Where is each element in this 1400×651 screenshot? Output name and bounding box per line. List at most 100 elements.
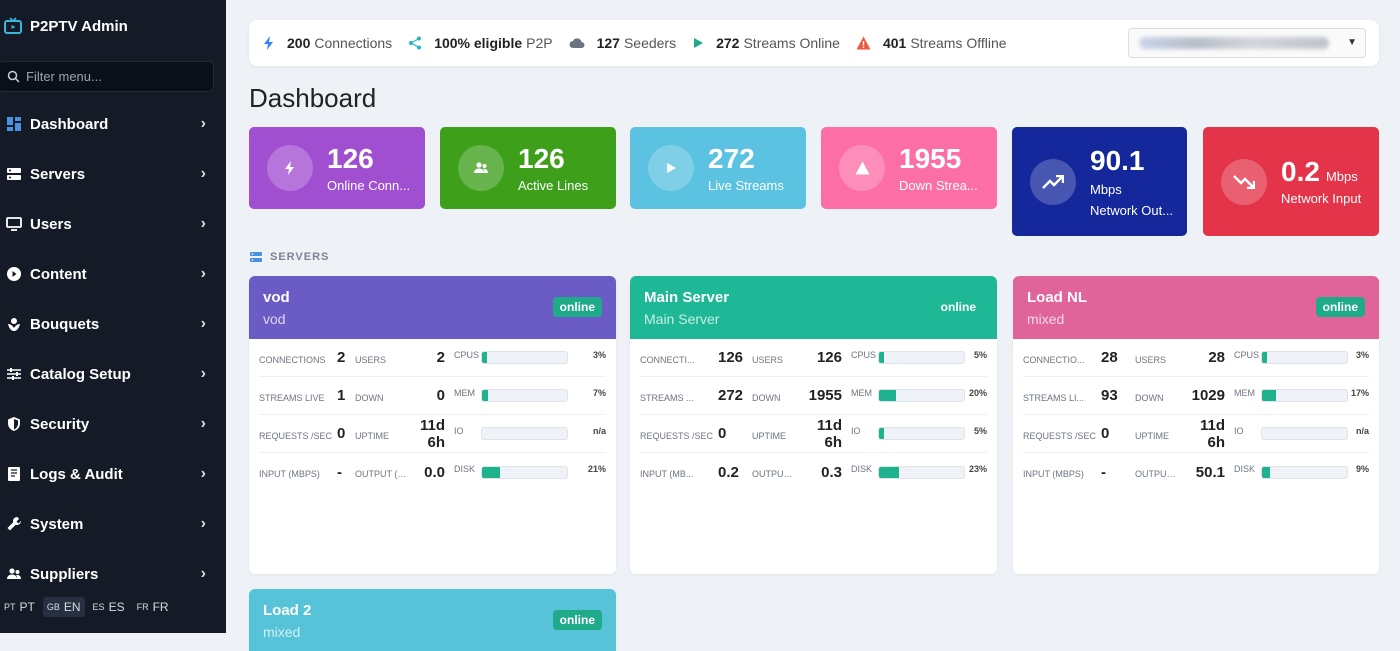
users-icon bbox=[4, 564, 24, 584]
sidebar-item-suppliers[interactable]: Suppliers › bbox=[0, 549, 226, 599]
servers-section-header: SERVERS bbox=[250, 251, 329, 263]
usage-percent: 5% bbox=[973, 425, 987, 436]
sidebar-item-system[interactable]: System › bbox=[0, 499, 226, 549]
server-card-header: Main Server Main Server online bbox=[630, 276, 997, 339]
topstat-value: 200 bbox=[287, 35, 311, 51]
usage-bar bbox=[1261, 427, 1348, 440]
metric-value: 11d 6h bbox=[419, 416, 445, 451]
top-stats-bar: 200 Connections 100% eligible P2P 127 Seeders… bbox=[249, 20, 1379, 66]
lang-en[interactable]: GB EN bbox=[42, 597, 85, 617]
metric-value: 1955 bbox=[808, 387, 842, 404]
metric-label: INPUT (MBPS) bbox=[259, 469, 320, 479]
sidebar-item-label: Content bbox=[30, 265, 87, 283]
metric-label: OUTPUT (M... bbox=[752, 469, 797, 479]
sidebar-item-security[interactable]: Security › bbox=[0, 399, 226, 449]
metric-value: 2 bbox=[436, 349, 445, 366]
server-card-main-server[interactable]: Main Server Main Server online CONNECTI... 1… bbox=[630, 276, 997, 574]
metric-label: STREAMS LI... bbox=[1023, 392, 1085, 403]
server-card-load-nl[interactable]: Load NL mixed online CONNECTIO... 28 USERS 28 C… bbox=[1013, 276, 1379, 574]
metric-label: DOWN bbox=[355, 392, 384, 403]
metric-row: INPUT (MB... 0.2 OUTPUT (M... 0.3 DISK 23% bbox=[640, 453, 987, 491]
stat-card-text: 1955 Down Strea... bbox=[899, 144, 978, 193]
metric-value: 0.3 bbox=[821, 463, 842, 481]
usage-percent: 3% bbox=[592, 349, 606, 360]
chevron-right-icon: › bbox=[200, 215, 206, 232]
resource-label: DISK bbox=[454, 464, 476, 474]
metric-label: REQUESTS /SEC bbox=[640, 430, 714, 441]
chevron-right-icon: › bbox=[200, 465, 206, 482]
metric-value: 126 bbox=[816, 349, 842, 366]
book-icon bbox=[4, 464, 24, 484]
server-card-header: Load NL mixed online bbox=[1013, 276, 1379, 339]
metric-row: INPUT (MBPS) - OUTPUT (M... 0.0 DISK 21% bbox=[259, 453, 606, 491]
stat-card-label: Network Input bbox=[1281, 191, 1362, 206]
stat-card-5[interactable]: 0.2 Mbps Network Input bbox=[1203, 127, 1379, 236]
topstat-label: P2P bbox=[526, 35, 553, 51]
usage-bar bbox=[878, 427, 965, 440]
usage-percent: 3% bbox=[1355, 349, 1369, 360]
flag-code: FR bbox=[136, 602, 149, 612]
sidebar-item-servers[interactable]: Servers › bbox=[0, 149, 226, 199]
metric-value: 126 bbox=[718, 349, 744, 366]
sidebar-item-catalog-setup[interactable]: Catalog Setup › bbox=[0, 349, 226, 399]
brand[interactable]: P2PTV Admin bbox=[4, 17, 128, 35]
server-name: vod bbox=[263, 289, 290, 306]
metric-label: UPTIME bbox=[355, 430, 390, 441]
status-badge: online bbox=[552, 610, 602, 630]
topstat-label: Streams Online bbox=[743, 35, 840, 51]
dashboard-icon bbox=[4, 114, 24, 134]
metric-label: STREAMS ... bbox=[640, 392, 694, 403]
stat-card-unit: Mbps bbox=[1325, 169, 1358, 184]
stat-card-3[interactable]: 1955 Down Strea... bbox=[821, 127, 997, 209]
topstat-streams-online: 272 Streams Online bbox=[692, 35, 840, 51]
stat-card-0[interactable]: 126 Online Conn... bbox=[249, 127, 425, 209]
metric-value: 0 bbox=[436, 387, 445, 404]
stat-card-2[interactable]: 272 Live Streams bbox=[630, 127, 806, 209]
resource-label: DISK bbox=[851, 464, 873, 474]
server-card-vod[interactable]: vod vod online CONNECTIONS 2 USERS 2 CPUS 3% STRE… bbox=[249, 276, 616, 574]
server-card-header: Load 2 mixed online bbox=[249, 589, 616, 651]
flag-code: PT bbox=[4, 602, 16, 612]
sidebar-item-logs-audit[interactable]: Logs & Audit › bbox=[0, 449, 226, 499]
metric-label: REQUESTS /SEC bbox=[259, 430, 333, 441]
usage-bar-fill bbox=[1262, 352, 1268, 363]
resource-label: MEM bbox=[454, 387, 475, 398]
metric-label: UPTIME bbox=[752, 430, 787, 441]
sidebar-item-dashboard[interactable]: Dashboard › bbox=[0, 99, 226, 149]
server-subtitle: mixed bbox=[263, 624, 301, 640]
usage-bar-fill bbox=[879, 352, 885, 363]
usage-bar-fill bbox=[879, 428, 885, 439]
lang-fr[interactable]: FR FR bbox=[133, 597, 173, 617]
metric-label: CONNECTIONS bbox=[259, 354, 326, 365]
stat-card-value-line: 272 bbox=[708, 144, 784, 174]
bolt-icon bbox=[267, 145, 313, 191]
usage-bar bbox=[878, 351, 965, 364]
metric-value: 0.0 bbox=[424, 463, 445, 481]
filter-menu-input[interactable] bbox=[26, 69, 206, 84]
sidebar-item-content[interactable]: Content › bbox=[0, 249, 226, 299]
metric-row: REQUESTS /SEC 0 UPTIME 11d 6h IO 5% bbox=[640, 415, 987, 453]
share-icon bbox=[408, 36, 428, 50]
server-card-load-2[interactable]: Load 2 mixed online bbox=[249, 589, 616, 651]
stat-card-text: 126 Active Lines bbox=[518, 144, 588, 193]
sidebar-item-label: System bbox=[30, 515, 84, 533]
sidebar-item-users[interactable]: Users › bbox=[0, 199, 226, 249]
account-select[interactable]: ▼ bbox=[1128, 28, 1366, 58]
usage-percent: 23% bbox=[968, 464, 987, 474]
filter-box bbox=[0, 61, 214, 92]
stat-card-4[interactable]: 90.1 Mbps Network Out... bbox=[1012, 127, 1187, 236]
usage-bar bbox=[1261, 351, 1348, 364]
lang-es[interactable]: ES ES bbox=[89, 597, 129, 617]
sidebar-item-bouquets[interactable]: Bouquets › bbox=[0, 299, 226, 349]
topstat-value: 401 bbox=[882, 35, 907, 51]
stat-card-1[interactable]: 126 Active Lines bbox=[440, 127, 616, 209]
topstat-value: 127 bbox=[596, 35, 620, 51]
metric-value: - bbox=[1101, 463, 1106, 481]
sidebar-item-label: Catalog Setup bbox=[30, 365, 131, 383]
resource-label: CPUS bbox=[454, 349, 480, 360]
lang-pt[interactable]: PT PT bbox=[0, 597, 39, 617]
lang-label: EN bbox=[63, 600, 81, 614]
server-subtitle: vod bbox=[263, 311, 286, 327]
metric-row: REQUESTS /SEC 0 UPTIME 11d 6h IO n/a bbox=[259, 415, 606, 453]
metric-row: STREAMS ... 272 DOWN 1955 MEM 20% bbox=[640, 377, 987, 415]
